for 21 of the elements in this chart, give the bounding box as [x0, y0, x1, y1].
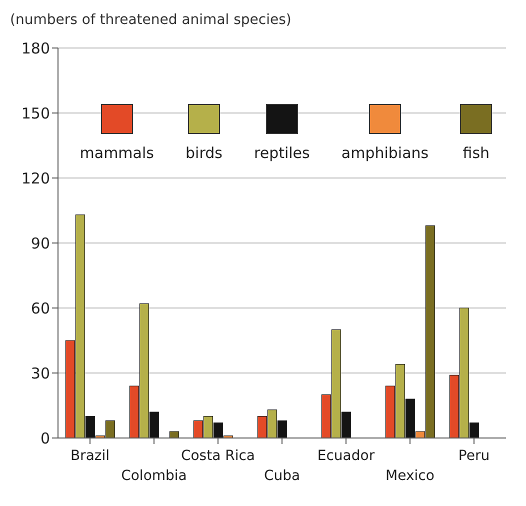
y-tick-label: 90: [30, 234, 50, 252]
x-tick-label: Mexico: [386, 468, 434, 484]
y-tick-label: 150: [21, 104, 50, 122]
y-tick-label: 30: [30, 364, 50, 382]
x-tick-label: Colombia: [121, 468, 187, 484]
x-tick-label: Costa Rica: [180, 448, 256, 464]
legend-label: mammals: [80, 144, 154, 162]
legend-label: birds: [186, 144, 222, 162]
x-tick-label: Brazil: [70, 448, 110, 464]
y-tick-label: 60: [30, 299, 50, 318]
y-tick-label: 120: [21, 169, 50, 188]
x-tick-label: Cuba: [264, 468, 300, 484]
y-tick-label: 180: [21, 39, 50, 58]
legend-label: fish: [462, 144, 490, 162]
chart-title: (numbers of threatened animal species): [10, 12, 292, 28]
x-tick-label: Ecuador: [317, 448, 375, 464]
legend-label: reptiles: [254, 144, 310, 162]
y-tick-label: 0: [40, 429, 50, 448]
x-tick-label: Peru: [458, 448, 490, 464]
legend-label: amphibians: [341, 144, 429, 162]
bar: [169, 431, 179, 438]
